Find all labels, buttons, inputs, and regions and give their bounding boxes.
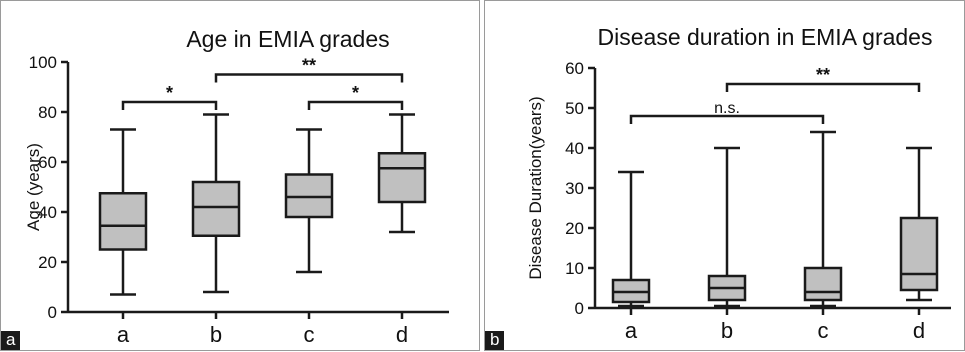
c0-x-tick-label: c <box>304 322 315 347</box>
panel-a: Age in EMIA grades Age (years) 0 20 40 60 80 10… <box>0 0 480 351</box>
c1-significance-label: ** <box>816 65 830 85</box>
age-box-plot: Age in EMIA grades Age (years) 0 20 40 60 80 10… <box>24 26 449 347</box>
c0-y-tick-label: 20 <box>38 253 57 272</box>
c1-significance-bracket <box>629 114 825 124</box>
c0-y-tick-label: 40 <box>38 203 57 222</box>
c1-x-tick-label: c <box>818 318 829 343</box>
c0-y-tick-label: 0 <box>48 303 57 322</box>
c0-box-d <box>377 152 427 204</box>
c0-x-tick-label: d <box>396 322 408 347</box>
c0-chart-title: Age in EMIA grades <box>186 26 389 52</box>
duration-box-plot: Disease duration in EMIA grades Disease D… <box>526 24 951 343</box>
c1-significance-bracket <box>725 82 921 92</box>
c0-x-tick-label: a <box>117 322 130 347</box>
panel-label-b: b <box>485 331 505 350</box>
c0-y-tick-label: 100 <box>29 53 57 72</box>
c1-x-tick-label: d <box>913 318 925 343</box>
c1-y-tick-label: 10 <box>565 259 584 278</box>
c1-x-tick-label: a <box>625 318 638 343</box>
c1-y-tick-label: 50 <box>565 99 584 118</box>
c1-significance-label: n.s. <box>714 100 740 117</box>
c0-significance-bracket <box>307 100 404 110</box>
c0-x-tick-label: b <box>210 322 222 347</box>
c0-significance-label: * <box>352 83 359 103</box>
c1-box-d <box>899 216 939 292</box>
c1-chart-title: Disease duration in EMIA grades <box>598 24 933 50</box>
c0-significance-label: ** <box>302 56 316 76</box>
c1-y-axis-label: Disease Duration(years) <box>526 96 545 279</box>
c1-y-tick-label: 0 <box>575 299 584 318</box>
c1-y-tick-label: 20 <box>565 219 584 238</box>
panel-label-a: a <box>1 331 21 350</box>
c0-box-a <box>98 192 148 251</box>
c0-y-tick-label: 60 <box>38 153 57 172</box>
c1-y-tick-label: 40 <box>565 139 584 158</box>
c0-significance-bracket <box>121 100 218 110</box>
c0-significance-bracket <box>214 73 404 83</box>
c1-box-c <box>803 266 843 302</box>
c0-y-tick-label: 80 <box>38 103 57 122</box>
c1-y-tick-label: 30 <box>565 179 584 198</box>
c0-significance-label: * <box>166 83 173 103</box>
c1-y-tick-label: 60 <box>565 59 584 78</box>
c1-x-tick-label: b <box>721 318 733 343</box>
panel-b: Disease duration in EMIA grades Disease D… <box>484 0 965 351</box>
c0-box-b <box>191 180 241 237</box>
c0-y-axis-label: Age (years) <box>24 143 43 231</box>
